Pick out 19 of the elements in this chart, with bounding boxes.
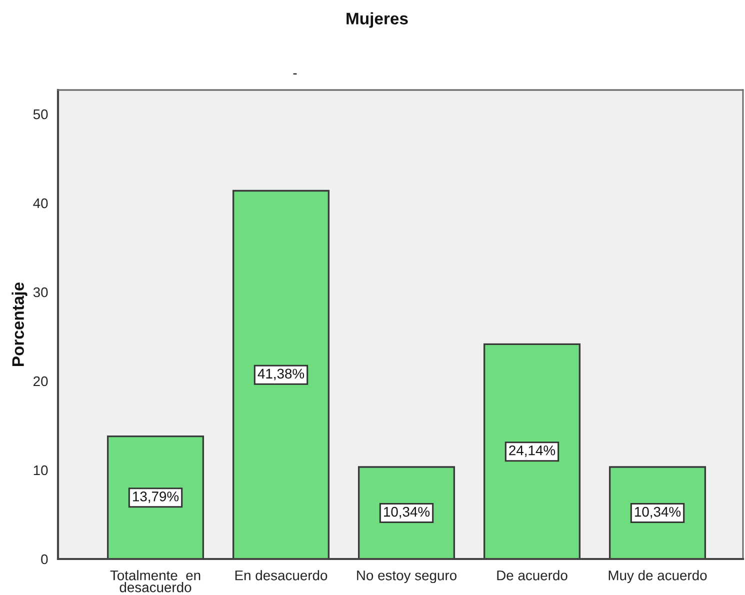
y-axis-title: Porcentaje bbox=[12, 282, 28, 366]
data-label: 41,38% bbox=[258, 368, 304, 380]
data-label: 24,14% bbox=[509, 445, 556, 457]
x-tick-label: No estoy seguro bbox=[357, 570, 456, 584]
y-tick-label: 20 bbox=[34, 376, 48, 386]
data-label: 10,34% bbox=[384, 506, 430, 518]
x-tick-label: Muy de acuerdo bbox=[608, 570, 707, 584]
chart-title: Mujeres bbox=[346, 12, 408, 28]
chart-subtitle: - bbox=[293, 73, 297, 74]
y-tick-label: 30 bbox=[33, 287, 48, 298]
y-tick-label: 40 bbox=[33, 198, 48, 208]
data-label: 13,79% bbox=[133, 492, 179, 504]
y-tick-label: 50 bbox=[33, 109, 48, 120]
x-tick-label: De acuerdo bbox=[497, 570, 568, 580]
y-tick-label: 0 bbox=[41, 554, 48, 564]
y-tick-label: 10 bbox=[34, 465, 48, 476]
data-label: 10,34% bbox=[635, 506, 681, 518]
x-tick-label: Totalmente en desacuerdo bbox=[110, 570, 200, 592]
x-tick-label: En desacuerdo bbox=[235, 570, 328, 580]
